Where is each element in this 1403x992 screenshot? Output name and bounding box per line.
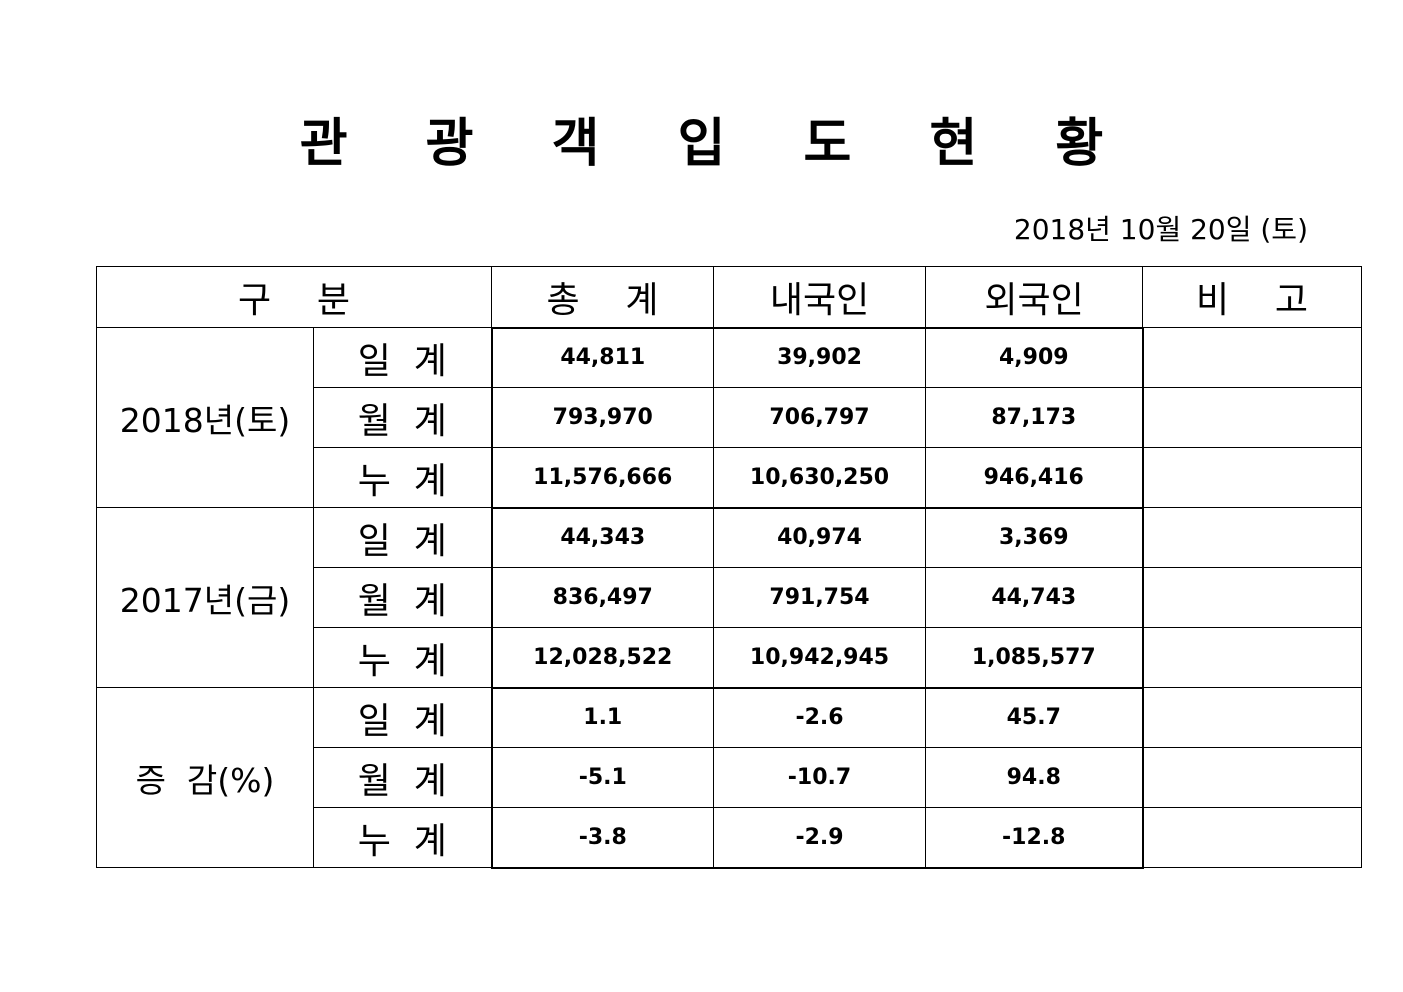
cell-remarks (1142, 807, 1363, 868)
row-label: 일 계 (312, 507, 493, 568)
cell-remarks (1142, 747, 1363, 808)
cell-domestic: 706,797 (713, 387, 927, 448)
table-header-row: 구 분 총 계 내국인 외국인 비 고 (95, 266, 1363, 328)
table-row: 2018년(토) 일 계 44,811 39,902 4,909 (96, 326, 1363, 508)
row-label: 월 계 (312, 567, 493, 628)
group-label-2017: 2017년(금) (96, 507, 314, 688)
cell-foreign: 1,085,577 (925, 627, 1144, 689)
row-label: 월 계 (312, 747, 493, 808)
table-row: 2017년(금) 일 계 44,343 40,974 3,369 (96, 506, 1363, 688)
cell-remarks (1142, 507, 1363, 568)
table-row: 누 계 12,028,522 10,942,945 1,085,577 (97, 627, 1363, 689)
cell-remarks (1142, 387, 1363, 448)
cell-domestic: 10,942,945 (713, 627, 927, 689)
cell-remarks (1142, 447, 1363, 508)
table-row: 증 감(%) 일 계 1.1 -2.6 45.7 (96, 686, 1363, 868)
cell-foreign: -12.8 (925, 807, 1144, 869)
row-label: 누 계 (312, 447, 493, 508)
cell-domestic: -2.6 (713, 686, 927, 748)
report-date: 2018년 10월 20일 (토) (1013, 213, 1308, 246)
header-domestic: 내국인 (713, 266, 927, 328)
group-label-change: 증 감(%) (96, 687, 314, 868)
row-label: 일 계 (312, 687, 493, 748)
cell-foreign: 4,909 (925, 326, 1144, 388)
cell-foreign: 45.7 (925, 686, 1144, 748)
table-row: 누 계 11,576,666 10,630,250 946,416 (97, 447, 1363, 509)
cell-foreign: 94.8 (925, 747, 1144, 808)
row-label: 월 계 (312, 387, 493, 448)
row-label: 누 계 (312, 627, 493, 688)
cell-total: 1.1 (490, 686, 715, 748)
group-label-2018: 2018년(토) (96, 327, 314, 508)
row-label: 누 계 (312, 807, 493, 868)
cell-domestic: 10,630,250 (713, 447, 927, 509)
cell-foreign: 3,369 (925, 506, 1144, 568)
cell-total: 836,497 (490, 567, 715, 628)
header-total: 총 계 (491, 266, 715, 328)
header-remarks: 비 고 (1142, 266, 1363, 328)
header-category: 구 분 (95, 266, 493, 328)
cell-remarks (1142, 687, 1363, 748)
table-row: 월 계 836,497 791,754 44,743 (97, 567, 1363, 628)
cell-total: 11,576,666 (490, 447, 715, 509)
cell-remarks (1142, 567, 1363, 628)
row-label: 일 계 (312, 327, 493, 388)
cell-domestic: 40,974 (713, 506, 927, 568)
cell-domestic: -2.9 (713, 807, 927, 869)
cell-total: 44,343 (490, 506, 715, 568)
cell-total: -3.8 (490, 807, 715, 869)
cell-remarks (1142, 327, 1363, 388)
cell-domestic: 791,754 (713, 567, 927, 628)
cell-foreign: 44,743 (925, 567, 1144, 628)
cell-domestic: 39,902 (713, 326, 927, 388)
cell-total: -5.1 (490, 747, 715, 808)
table-row: 누 계 -3.8 -2.9 -12.8 (97, 807, 1363, 869)
table-row: 월 계 -5.1 -10.7 94.8 (97, 747, 1363, 808)
cell-total: 12,028,522 (490, 627, 715, 689)
cell-domestic: -10.7 (713, 747, 927, 808)
cell-total: 793,970 (490, 387, 715, 448)
page-title: 관 광 객 입 도 현 황 (299, 114, 1134, 174)
cell-total: 44,811 (490, 326, 715, 388)
cell-foreign: 946,416 (925, 447, 1144, 509)
cell-remarks (1142, 627, 1363, 688)
header-foreign: 외국인 (925, 266, 1144, 328)
visitor-stats-table: 구 분 총 계 내국인 외국인 비 고 2018년(토) 일 계 44,811 … (95, 266, 1363, 869)
cell-foreign: 87,173 (925, 387, 1144, 448)
